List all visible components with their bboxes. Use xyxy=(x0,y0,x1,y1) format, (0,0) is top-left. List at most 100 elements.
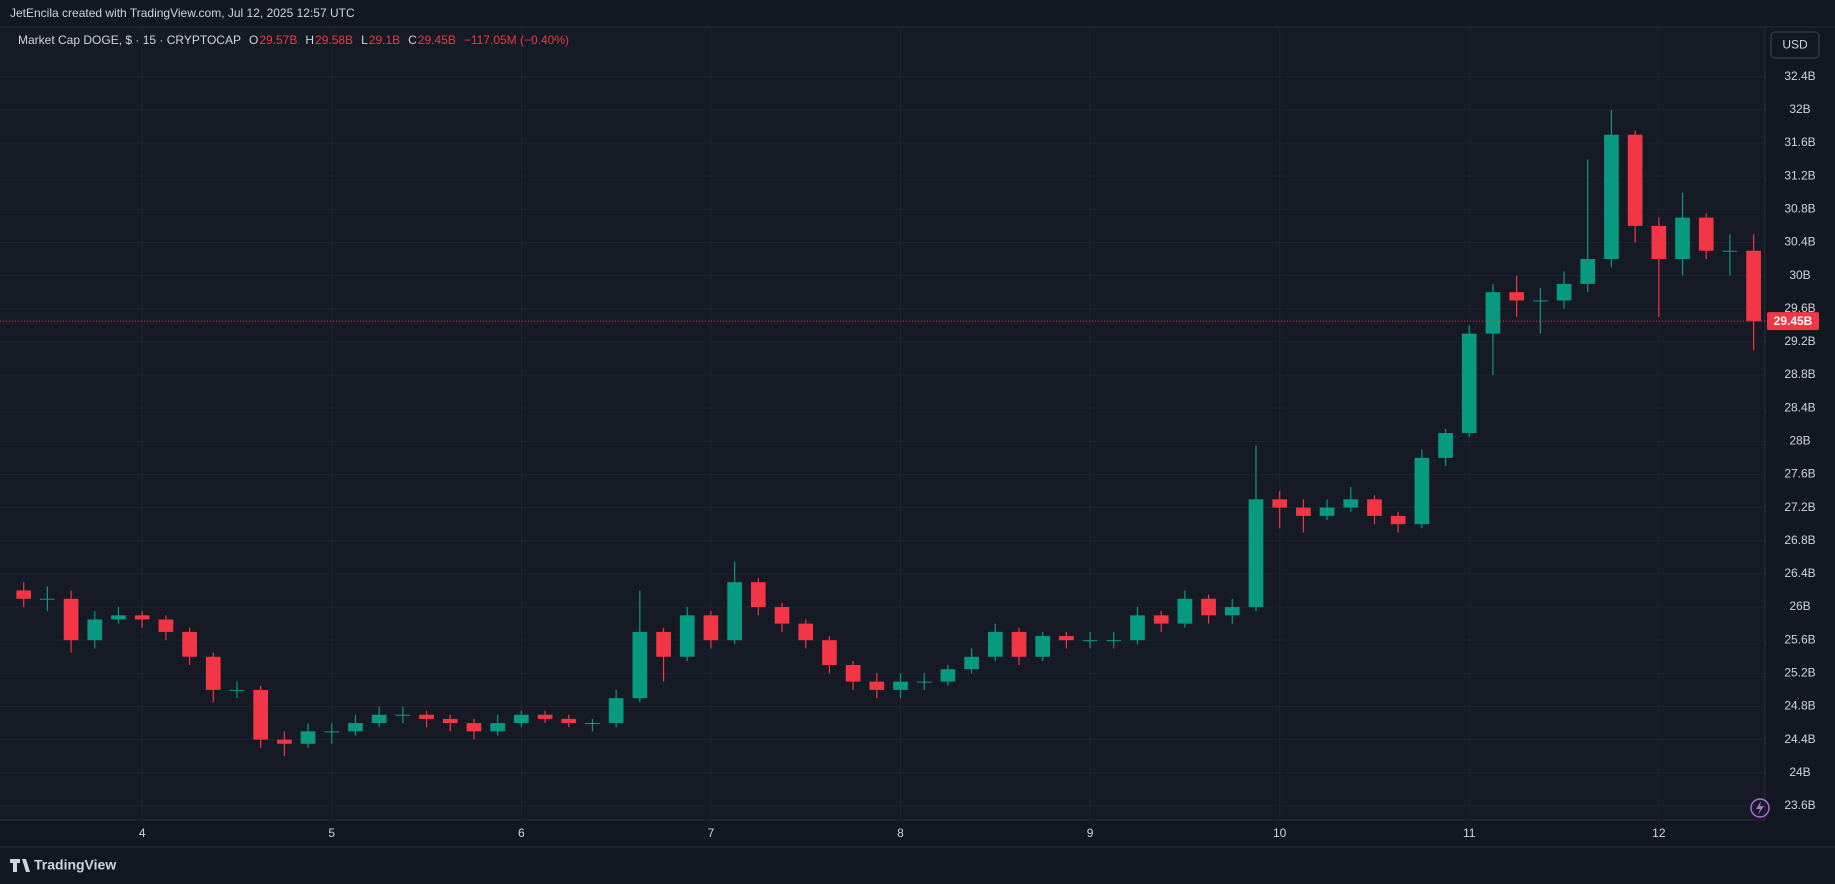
candle-body xyxy=(1224,607,1240,616)
x-tick-label: 9 xyxy=(1087,826,1094,840)
candle-body xyxy=(158,619,174,632)
x-tick-label: 12 xyxy=(1652,826,1666,840)
candle-body xyxy=(561,718,577,724)
candle-body xyxy=(1106,640,1122,642)
y-tick-label: 26.4B xyxy=(1784,566,1815,580)
candle-body xyxy=(395,714,411,716)
candle-body xyxy=(940,669,956,682)
candle-body xyxy=(419,714,434,719)
credit-text: JetEncila created with TradingView.com, … xyxy=(10,6,355,20)
legend-value: 29.58B xyxy=(315,33,353,47)
candle-body xyxy=(1414,457,1430,525)
candle-body xyxy=(111,615,126,620)
candle-body xyxy=(1698,217,1714,251)
candles xyxy=(16,109,1761,757)
overlay: 29.45B xyxy=(0,312,1819,331)
candle-body xyxy=(40,598,55,600)
legend-key: L xyxy=(361,33,368,47)
candle-body xyxy=(205,656,221,690)
legend-change: −117.05M (−0.40%) xyxy=(464,33,569,47)
y-tick-label: 29.6B xyxy=(1784,301,1815,315)
candle-body xyxy=(466,723,482,732)
candle-body xyxy=(987,631,1003,657)
x-tick-label: 6 xyxy=(518,826,525,840)
candle-body xyxy=(656,631,671,657)
candle-body xyxy=(253,689,269,740)
candle-body xyxy=(1390,515,1406,525)
candle-body xyxy=(277,739,292,744)
y-tick-label: 30.8B xyxy=(1784,201,1815,215)
legend-key: O xyxy=(249,33,258,47)
candle-body xyxy=(585,723,600,725)
legend-key: H xyxy=(305,33,314,47)
y-tick-label: 30.4B xyxy=(1784,235,1815,249)
currency-button[interactable] xyxy=(1770,31,1820,59)
candle-body xyxy=(348,723,363,732)
candle-body xyxy=(1746,250,1761,322)
y-tick-label: 26.8B xyxy=(1784,533,1815,547)
candle-body xyxy=(1177,598,1193,624)
legend-value: 29.1B xyxy=(369,33,400,47)
candle-body xyxy=(822,640,837,666)
y-tick-label: 28.4B xyxy=(1784,400,1815,414)
candle-body xyxy=(182,631,197,657)
last-price-box xyxy=(1767,312,1819,331)
candle-body xyxy=(1509,292,1524,301)
candle-body xyxy=(1556,283,1572,301)
y-tick-label: 24B xyxy=(1789,765,1810,779)
y-tick-label: 31.2B xyxy=(1784,168,1815,182)
candle-body xyxy=(490,723,505,732)
y-tick-label: 26B xyxy=(1789,599,1810,613)
y-tick-label: 25.2B xyxy=(1784,666,1815,680)
alert-icon[interactable] xyxy=(1750,798,1770,818)
candle-body xyxy=(1319,507,1335,516)
candle-body xyxy=(845,665,861,682)
candle-body xyxy=(608,698,624,724)
candle-body xyxy=(1130,615,1145,641)
candle-body xyxy=(798,623,814,641)
candle-body xyxy=(371,714,387,724)
y-tick-label: 31.6B xyxy=(1784,135,1815,149)
x-tick-label: 4 xyxy=(139,826,146,840)
x-tick-label: 7 xyxy=(708,826,715,840)
candle-body xyxy=(16,590,32,599)
y-tick-label: 28B xyxy=(1789,433,1810,447)
candle-body xyxy=(442,718,458,724)
y-tick-label: 24.8B xyxy=(1784,699,1815,713)
candle-body xyxy=(679,615,695,657)
candle-body xyxy=(229,689,245,691)
candle-body xyxy=(1627,134,1643,226)
legend-value: 29.57B xyxy=(259,33,297,47)
candle-body xyxy=(537,714,553,719)
y-tick-label: 27.2B xyxy=(1784,500,1815,514)
alert-bolt xyxy=(1756,801,1764,815)
last-price-label: 29.45B xyxy=(1774,314,1813,328)
brand-name: TradingView xyxy=(34,857,116,873)
y-tick-label: 30B xyxy=(1789,268,1810,282)
candle-body xyxy=(1296,507,1311,516)
candle-body xyxy=(514,714,529,724)
candle-body xyxy=(964,656,979,670)
candle-body xyxy=(1248,499,1264,608)
y-tick-label: 25.6B xyxy=(1784,632,1815,646)
candle-body xyxy=(1485,292,1501,334)
candle-body xyxy=(1082,640,1098,642)
currency-label[interactable]: USD xyxy=(1782,38,1808,52)
legend-title: Market Cap DOGE, $ · 15 · CRYPTOCAP xyxy=(18,33,241,47)
y-tick-label: 28.8B xyxy=(1784,367,1815,381)
candle-body xyxy=(750,582,766,608)
candle-body xyxy=(1533,300,1548,302)
candle-body xyxy=(1651,225,1667,260)
x-tick-label: 5 xyxy=(328,826,335,840)
x-tick-label: 8 xyxy=(897,826,904,840)
candle-body xyxy=(774,607,790,624)
candle-body xyxy=(632,631,648,699)
candle-body xyxy=(134,615,150,620)
legend-value: 29.45B xyxy=(418,33,456,47)
y-tick-label: 29.2B xyxy=(1784,334,1815,348)
candle-body xyxy=(87,619,103,641)
candle-body xyxy=(324,731,340,733)
candle-body xyxy=(916,681,932,683)
candle-body xyxy=(1722,250,1738,252)
